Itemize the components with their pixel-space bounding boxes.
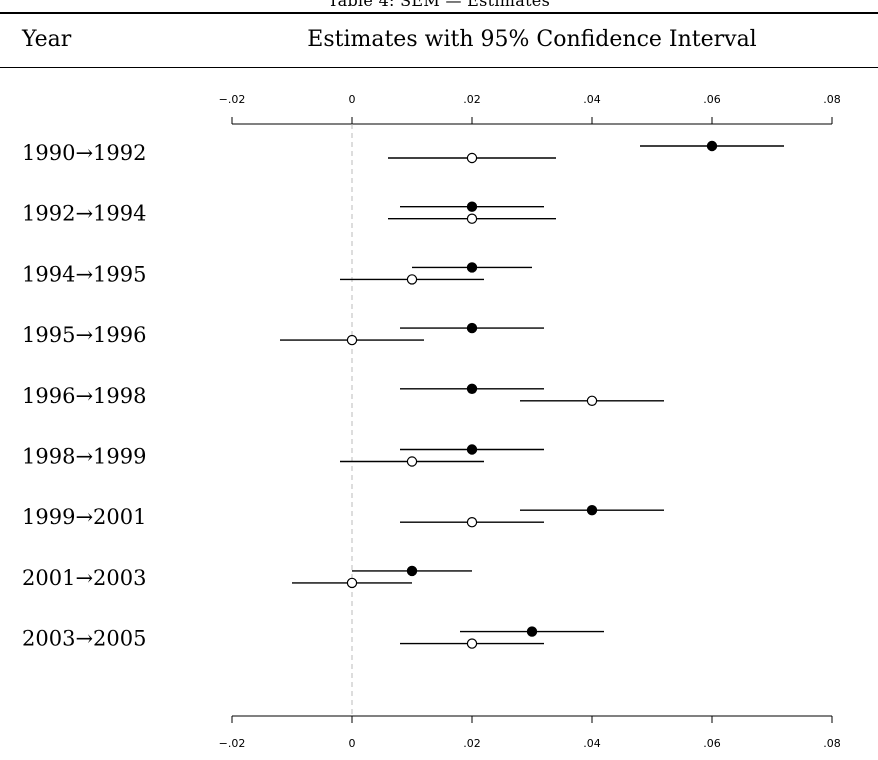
- top-tick-label: .06: [703, 93, 721, 106]
- estimate-point-hollow: [466, 638, 478, 649]
- estimate-point-hollow: [586, 395, 598, 406]
- year-label: 2003→2005: [22, 627, 146, 651]
- estimate-point-filled: [466, 444, 478, 455]
- estimate-point-filled: [466, 383, 478, 394]
- bottom-tick-label: .02: [463, 737, 481, 750]
- bottom-tick-label: .06: [703, 737, 721, 750]
- estimate-point-filled: [706, 140, 718, 152]
- bottom-tick-label: .04: [583, 737, 601, 750]
- bottom-axis-ticks: −.02 0 .02 .04 .06 .08: [219, 716, 841, 750]
- estimate-point-hollow: [466, 152, 478, 164]
- top-tick-label: 0: [349, 93, 356, 106]
- year-label: 1990→1992: [22, 141, 146, 165]
- estimate-point-filled: [406, 565, 418, 577]
- year-label: 1995→1996: [22, 323, 146, 347]
- estimate-point-hollow: [346, 334, 358, 346]
- top-tick-label: −.02: [219, 93, 246, 106]
- estimate-point-hollow: [406, 274, 418, 285]
- year-label: 1999→2001: [22, 505, 146, 529]
- estimate-marks: [280, 140, 784, 649]
- year-column-header: Year: [22, 27, 72, 52]
- top-tick-label: .04: [583, 93, 601, 106]
- top-rule: [0, 12, 878, 14]
- year-label: 1996→1998: [22, 384, 146, 408]
- year-labels: 1990→1992 1992→1994 1994→1995 1995→1996 1996…: [22, 141, 146, 651]
- bottom-tick-label: 0: [349, 737, 356, 750]
- estimate-point-filled: [466, 322, 478, 334]
- top-tick-label: .08: [823, 93, 841, 106]
- estimate-point-hollow: [466, 213, 478, 224]
- top-tick-label: .02: [463, 93, 481, 106]
- estimate-point-hollow: [406, 456, 418, 467]
- header-rule: [0, 67, 878, 68]
- year-label: 2001→2003: [22, 566, 146, 590]
- estimate-point-filled: [526, 626, 538, 637]
- table-caption: Table 4: SEM — Estimates: [327, 0, 551, 10]
- estimate-point-hollow: [346, 577, 358, 589]
- estimate-point-filled: [466, 201, 478, 212]
- estimate-point-filled: [586, 505, 598, 516]
- bottom-tick-label: −.02: [219, 737, 246, 750]
- estimates-column-header: Estimates with 95% Confidence Interval: [307, 27, 757, 52]
- year-label: 1992→1994: [22, 202, 146, 226]
- year-label: 1994→1995: [22, 262, 146, 286]
- estimate-point-hollow: [466, 517, 478, 528]
- estimate-point-filled: [466, 262, 478, 273]
- bottom-tick-label: .08: [823, 737, 841, 750]
- year-label: 1998→1999: [22, 445, 146, 469]
- top-axis-ticks: −.02 0 .02 .04 .06 .08: [219, 93, 841, 124]
